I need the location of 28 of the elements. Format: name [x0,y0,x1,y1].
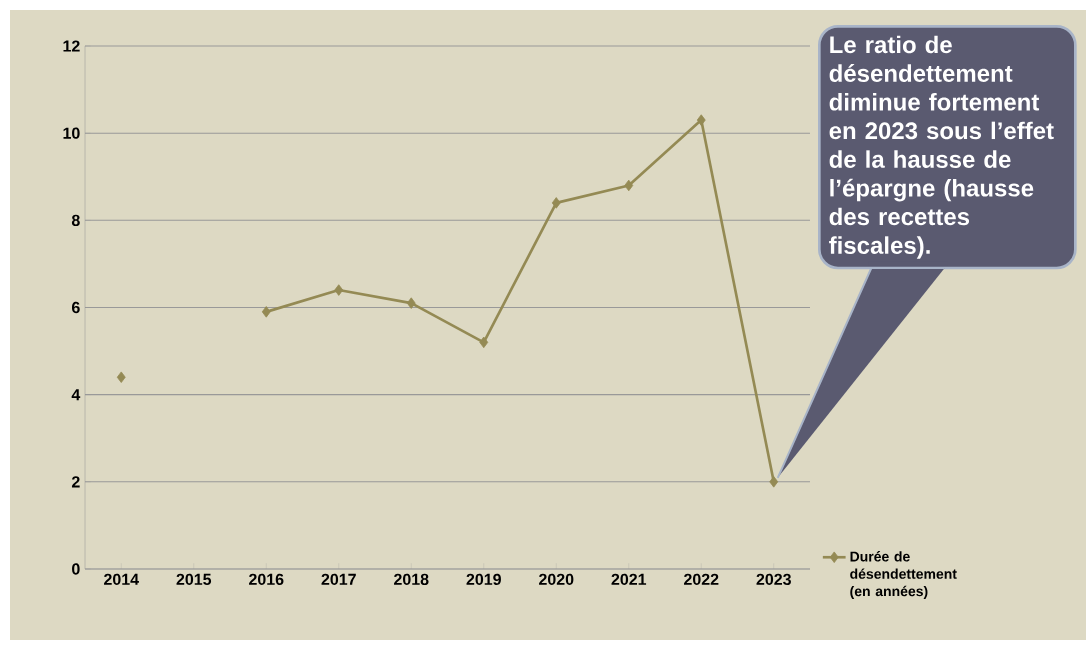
y-tick-label: 12 [63,40,80,52]
point [334,284,344,296]
y-tick-label: 6 [71,301,80,314]
point [406,297,416,309]
x-tick-label: 2020 [539,573,574,586]
x-tick-label: 2022 [684,573,719,586]
x-tick-label: 2021 [611,573,647,586]
legend-label: Durée de désendettement (en années) [850,551,957,599]
y-tick-label: 8 [71,214,80,226]
x-tick-label: 2018 [394,573,429,586]
y-tick-label: 10 [63,127,80,139]
x-tick-label: 2023 [756,573,791,586]
y-tick-label: 2 [71,476,80,488]
x-tick-label: 2015 [176,573,212,586]
point [551,197,561,209]
x-tick-label: 2016 [249,573,284,586]
annotation: Le ratio de désendettement diminue fortement en 2023 sous l’effet de la hausse de l’épargne (hausse des recettes fiscales). [829,35,1054,259]
x-tick-label: 2014 [104,573,139,586]
point [479,336,489,349]
point [116,371,126,383]
point [696,114,706,126]
point [769,476,779,488]
x-tick-label: 2019 [466,573,501,586]
x-tick-label: 2017 [321,573,356,586]
point [624,179,634,192]
point [261,306,271,318]
y-tick-label: 0 [72,563,80,575]
y-tick-label: 4 [71,389,81,401]
